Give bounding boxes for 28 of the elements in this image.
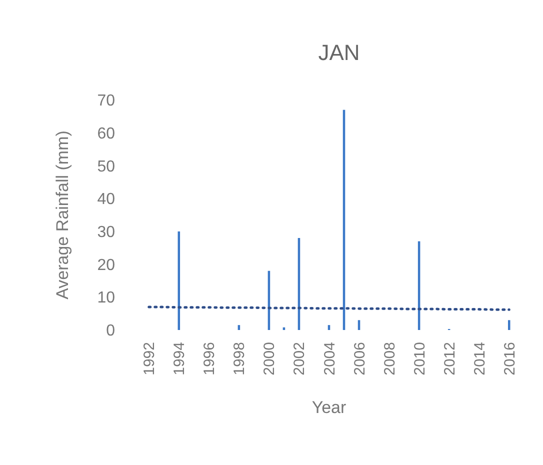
y-tick-label: 30 (97, 224, 116, 242)
y-tick-label: 60 (97, 125, 116, 142)
x-tick-label: 2014 (471, 342, 488, 376)
x-tick-label: 2006 (351, 342, 368, 376)
bar (508, 320, 510, 330)
bar (328, 325, 330, 330)
bar (238, 325, 240, 330)
y-tick-label: 20 (97, 256, 116, 274)
y-axis-title: Average Rainfall (mm) (53, 130, 72, 300)
x-tick-label: 1996 (201, 342, 218, 376)
y-tick-label: 50 (97, 158, 116, 176)
x-tick-label: 2004 (321, 342, 338, 376)
x-tick-label: 2016 (501, 342, 518, 376)
x-axis-title: Year (312, 398, 347, 417)
x-tick-label: 2010 (411, 342, 428, 376)
y-tick-label: 40 (97, 191, 116, 208)
x-tick-label: 1992 (141, 342, 158, 376)
x-tick-label: 1994 (171, 342, 188, 376)
chart-title: JAN (318, 40, 360, 65)
y-tick-label: 70 (97, 92, 116, 110)
x-tick-label: 2002 (291, 342, 308, 376)
y-tick-label: 0 (106, 322, 116, 340)
x-tick-label: 2008 (381, 342, 398, 376)
x-tick-label: 2012 (441, 342, 458, 376)
y-tick-label: 10 (97, 290, 116, 307)
x-tick-label: 2000 (261, 342, 278, 376)
x-tick-label: 1998 (231, 342, 248, 376)
bar (358, 320, 360, 330)
